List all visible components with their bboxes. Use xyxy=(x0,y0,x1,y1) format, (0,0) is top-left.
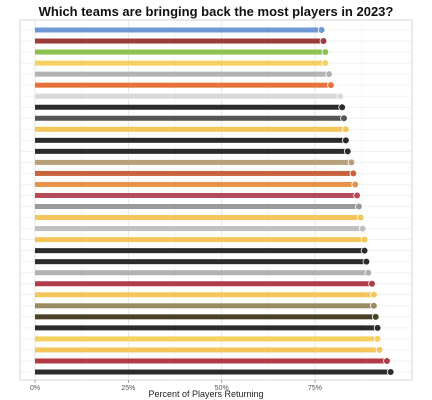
team-logo-marker xyxy=(355,202,363,211)
plot-panel xyxy=(19,19,413,381)
team-logo-marker xyxy=(321,48,330,56)
team-logo-marker xyxy=(362,257,371,266)
bar xyxy=(35,137,345,143)
bar xyxy=(35,49,325,55)
x-tick-label: 0% xyxy=(30,385,40,392)
bar xyxy=(35,82,330,88)
bar xyxy=(35,215,360,221)
bar xyxy=(35,93,340,99)
team-logo-marker xyxy=(360,246,369,255)
bar xyxy=(35,60,325,66)
team-logo-marker xyxy=(356,213,365,222)
bar xyxy=(35,369,390,375)
team-logo-marker xyxy=(373,335,382,343)
team-logo-marker xyxy=(347,158,356,167)
team-logo-marker xyxy=(319,37,328,45)
bar xyxy=(35,170,353,176)
bar xyxy=(35,27,321,33)
team-logo-marker xyxy=(336,92,345,100)
bar xyxy=(35,325,377,331)
team-logo-marker xyxy=(338,103,346,112)
x-tick-label: 75% xyxy=(308,385,322,392)
chart-title: Which teams are bringing back the most p… xyxy=(38,4,394,19)
team-logo-marker xyxy=(368,279,376,288)
team-logo-marker xyxy=(370,302,378,310)
x-tick-label: 25% xyxy=(121,385,135,392)
bar xyxy=(35,71,329,77)
x-tick-label: 50% xyxy=(215,385,229,392)
bar xyxy=(35,292,373,298)
team-logo-marker xyxy=(371,313,380,321)
bar xyxy=(35,192,357,198)
team-logo-marker xyxy=(358,224,367,233)
team-logo-marker xyxy=(370,290,378,299)
team-logo-marker xyxy=(343,147,352,156)
team-logo-marker xyxy=(364,268,373,277)
team-logo-marker xyxy=(325,70,333,78)
team-logo-marker xyxy=(386,368,395,376)
bar xyxy=(35,148,347,154)
bar xyxy=(35,347,379,353)
x-axis-title: Percent of Players Returning xyxy=(148,389,263,399)
bar xyxy=(35,38,323,44)
bar xyxy=(35,314,375,320)
bar xyxy=(35,104,342,110)
team-logo-marker xyxy=(342,136,350,145)
team-logo-marker xyxy=(353,191,361,200)
bar xyxy=(35,159,351,165)
bar xyxy=(35,226,362,232)
bar xyxy=(35,115,343,121)
bar xyxy=(35,303,373,309)
bar xyxy=(35,259,366,265)
bar xyxy=(35,248,364,254)
team-logo-marker xyxy=(317,26,326,34)
team-logo-marker xyxy=(321,59,330,67)
bar xyxy=(35,204,358,210)
bar xyxy=(35,336,377,342)
bar xyxy=(35,281,371,287)
team-logo-marker xyxy=(360,235,369,244)
team-logo-marker xyxy=(327,81,335,89)
team-logo-marker xyxy=(349,169,358,178)
bar xyxy=(35,237,364,243)
bar xyxy=(35,358,386,364)
team-logo-marker xyxy=(340,114,348,123)
team-logo-marker xyxy=(375,346,384,354)
team-logo-marker xyxy=(383,357,391,365)
bar xyxy=(35,270,368,276)
bar xyxy=(35,126,345,132)
team-logo-marker xyxy=(351,180,360,189)
bar xyxy=(35,181,355,187)
team-logo-marker xyxy=(373,324,382,332)
team-logo-marker xyxy=(342,125,350,134)
